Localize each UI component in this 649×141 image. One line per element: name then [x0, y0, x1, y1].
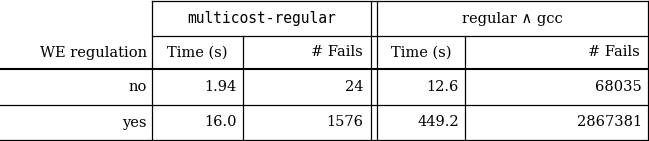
Text: multicost-regular: multicost-regular	[187, 11, 336, 26]
Text: 1576: 1576	[326, 115, 363, 129]
Text: 24: 24	[345, 80, 363, 94]
Text: Time (s): Time (s)	[167, 46, 228, 60]
Text: Time (s): Time (s)	[391, 46, 451, 60]
Text: 449.2: 449.2	[417, 115, 459, 129]
Text: yes: yes	[123, 115, 147, 129]
Text: 68035: 68035	[595, 80, 642, 94]
Text: 1.94: 1.94	[204, 80, 237, 94]
Text: 12.6: 12.6	[426, 80, 459, 94]
Text: 16.0: 16.0	[204, 115, 237, 129]
Text: regular ∧ gcc: regular ∧ gcc	[462, 12, 563, 26]
Text: 2867381: 2867381	[577, 115, 642, 129]
Text: no: no	[129, 80, 147, 94]
Text: # Fails: # Fails	[312, 46, 363, 60]
Text: WE regulation: WE regulation	[40, 46, 147, 60]
Text: # Fails: # Fails	[588, 46, 640, 60]
